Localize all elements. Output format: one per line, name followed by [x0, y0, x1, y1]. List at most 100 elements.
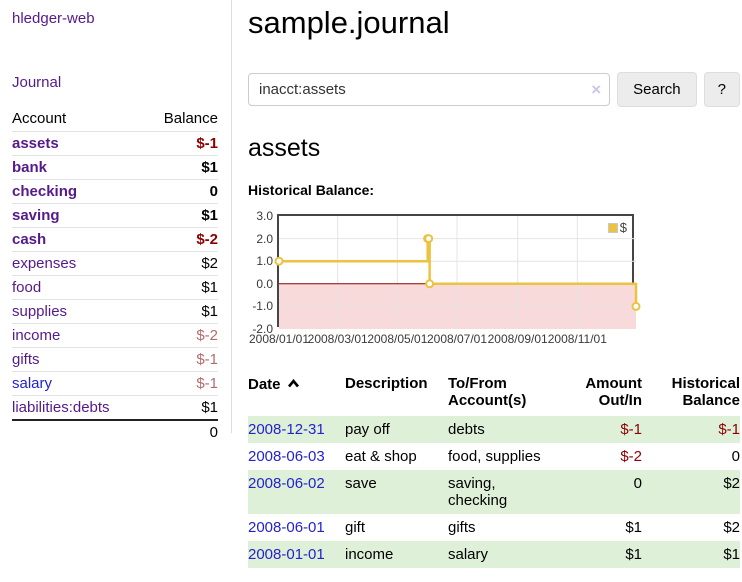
- table-row: saving $1: [12, 203, 218, 228]
- transaction-description: pay off: [345, 421, 390, 438]
- account-balance: $-2: [144, 323, 218, 348]
- x-axis-tick: 2008/03/01: [307, 332, 368, 346]
- search-button[interactable]: Search: [617, 72, 697, 107]
- account-balance: $-2: [144, 227, 218, 252]
- accounts-total-row: 0: [12, 419, 218, 444]
- table-row: checking 0: [12, 179, 218, 204]
- transaction-amount: $1: [625, 519, 642, 536]
- transaction-amount: $1: [625, 546, 642, 563]
- register-header-date[interactable]: Date: [248, 373, 345, 416]
- account-link-checking[interactable]: checking: [12, 183, 78, 200]
- transaction-balance: $2: [723, 519, 740, 536]
- x-axis-tick: 2008/11/01: [547, 332, 607, 346]
- x-axis-tick: 2008/05/01: [367, 332, 428, 346]
- transaction-amount: $-2: [620, 448, 642, 465]
- transaction-balance: $2: [723, 475, 740, 492]
- accounts-header-account: Account: [12, 110, 67, 127]
- transaction-date-link[interactable]: 2008-06-03: [248, 448, 325, 465]
- account-balance: $1: [144, 395, 218, 420]
- transaction-accounts: gifts: [448, 519, 476, 536]
- historical-balance-chart: $ 3.0 2.0 1.0 0.0 -1.0 -2.0 2008/01/01 2…: [249, 209, 641, 346]
- accounts-total: 0: [144, 419, 218, 444]
- transaction-balance: $-1: [718, 421, 740, 438]
- register-table: Date Description To/From Account(s) Amou…: [248, 373, 740, 568]
- transaction-date-link[interactable]: 2008-12-31: [248, 421, 325, 438]
- search-form: × Search ?: [248, 72, 740, 107]
- table-row: expenses $2: [12, 251, 218, 276]
- account-link-supplies[interactable]: supplies: [12, 303, 68, 320]
- transaction-accounts: salary: [448, 546, 489, 563]
- table-row: cash $-2: [12, 227, 218, 252]
- account-balance: $1: [144, 203, 218, 228]
- y-axis-tick: -2.0: [252, 322, 273, 336]
- x-axis-tick: 2008/09/01: [487, 332, 548, 346]
- table-row: bank $1: [12, 155, 218, 180]
- account-link-salary[interactable]: salary: [12, 375, 53, 392]
- account-balance: $2: [144, 251, 218, 276]
- chart-canvas: [274, 216, 641, 329]
- legend-label: $: [619, 220, 627, 235]
- transaction-amount: 0: [633, 475, 642, 492]
- account-link-liabilities-debts[interactable]: liabilities:debts: [12, 399, 110, 416]
- table-row: 2008-06-01 gift gifts $1 $2: [248, 514, 740, 541]
- transaction-accounts: saving, checking: [448, 475, 508, 509]
- account-link-income[interactable]: income: [12, 327, 61, 344]
- sort-asc-icon: [287, 375, 300, 392]
- transaction-accounts: debts: [448, 421, 485, 438]
- transaction-date-link[interactable]: 2008-06-02: [248, 475, 325, 492]
- register-header-accounts: To/From Account(s): [448, 375, 527, 409]
- table-row: 2008-12-31 pay off debts $-1 $-1: [248, 416, 740, 443]
- sidebar: hledger-web Journal Account Balance asse…: [0, 0, 232, 444]
- y-axis-tick: 3.0: [256, 209, 273, 223]
- account-link-cash[interactable]: cash: [12, 231, 47, 248]
- transaction-balance: 0: [731, 448, 740, 465]
- page-title: sample.journal: [248, 5, 450, 40]
- y-axis-tick: -1.0: [252, 299, 273, 314]
- register-header-balance: Historical Balance: [671, 375, 740, 409]
- table-row: salary $-1: [12, 371, 218, 396]
- table-row: liabilities:debts $1: [12, 395, 218, 420]
- account-link-expenses[interactable]: expenses: [12, 255, 77, 272]
- table-row: 2008-06-02 save saving, checking 0 $2: [248, 470, 740, 514]
- transaction-date-link[interactable]: 2008-01-01: [248, 546, 325, 563]
- account-balance: $1: [144, 299, 218, 324]
- y-axis-tick: 1.0: [256, 254, 273, 269]
- table-row: supplies $1: [12, 299, 218, 324]
- x-axis-tick: 2008/01/01: [248, 332, 310, 346]
- transaction-description: gift: [345, 519, 366, 536]
- chart-title: Historical Balance:: [248, 182, 375, 198]
- account-link-gifts[interactable]: gifts: [12, 351, 40, 368]
- clear-search-icon[interactable]: ×: [591, 79, 602, 99]
- account-balance: $-1: [144, 347, 218, 372]
- search-input[interactable]: [248, 73, 611, 106]
- table-row: income $-2: [12, 323, 218, 348]
- table-row: 2008-06-03 eat & shop food, supplies $-2…: [248, 443, 740, 470]
- transaction-description: income: [345, 546, 394, 563]
- app-brand-link[interactable]: hledger-web: [12, 10, 95, 27]
- accounts-table: Account Balance assets $-1 bank $1 check…: [12, 106, 218, 444]
- account-heading: assets: [248, 134, 321, 162]
- help-button[interactable]: ?: [703, 72, 740, 107]
- account-link-food[interactable]: food: [12, 279, 42, 296]
- table-row: 2008-01-01 income salary $1 $1: [248, 541, 740, 568]
- table-row: assets $-1: [12, 131, 218, 156]
- y-axis-tick: 0.0: [256, 276, 273, 291]
- transaction-balance: $1: [723, 546, 740, 563]
- table-row: gifts $-1: [12, 347, 218, 372]
- account-balance: $-1: [144, 371, 218, 396]
- account-link-assets[interactable]: assets: [12, 135, 59, 152]
- register-header-amount: Amount Out/In: [585, 375, 642, 409]
- sidebar-item-journal[interactable]: Journal: [12, 74, 62, 91]
- chart-plot-area: $ 3.0 2.0 1.0 0.0 -1.0 -2.0 2008/01/01 2…: [249, 209, 641, 346]
- account-balance: $-1: [144, 131, 218, 156]
- account-link-saving[interactable]: saving: [12, 207, 60, 224]
- transaction-amount: $-1: [620, 421, 642, 438]
- main-content: sample.journal × Search ? assets Histori…: [248, 0, 740, 568]
- transaction-accounts: food, supplies: [448, 448, 541, 465]
- account-balance: $1: [144, 275, 218, 300]
- x-axis-tick: 2008/07/01: [426, 332, 488, 346]
- transaction-date-link[interactable]: 2008-06-01: [248, 519, 325, 536]
- table-row: food $1: [12, 275, 218, 300]
- account-link-bank[interactable]: bank: [12, 159, 48, 176]
- account-balance: $1: [144, 155, 218, 180]
